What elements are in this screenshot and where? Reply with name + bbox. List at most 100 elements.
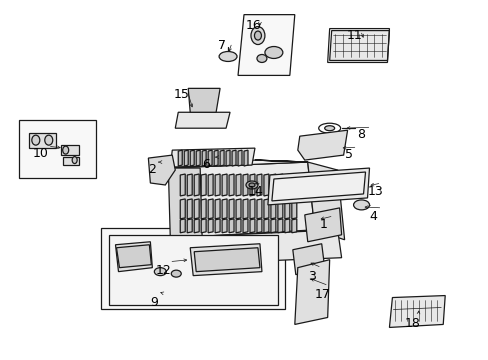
Polygon shape xyxy=(291,219,296,233)
Ellipse shape xyxy=(245,181,258,189)
Text: 2: 2 xyxy=(148,163,156,176)
Polygon shape xyxy=(62,157,79,165)
Polygon shape xyxy=(168,230,341,265)
Polygon shape xyxy=(187,219,192,233)
Polygon shape xyxy=(264,174,268,196)
Polygon shape xyxy=(208,199,213,219)
Ellipse shape xyxy=(264,46,282,58)
Polygon shape xyxy=(388,296,444,328)
Polygon shape xyxy=(222,199,226,219)
Polygon shape xyxy=(222,174,226,196)
Polygon shape xyxy=(180,219,185,233)
Text: 1: 1 xyxy=(319,218,327,231)
Polygon shape xyxy=(187,199,192,219)
Polygon shape xyxy=(188,88,220,112)
Polygon shape xyxy=(208,219,213,233)
Polygon shape xyxy=(294,260,329,324)
Text: 9: 9 xyxy=(150,296,158,309)
Text: 6: 6 xyxy=(202,158,210,171)
Polygon shape xyxy=(208,174,213,196)
Polygon shape xyxy=(264,199,268,219)
Ellipse shape xyxy=(353,200,369,210)
Polygon shape xyxy=(190,150,194,166)
Polygon shape xyxy=(270,199,275,219)
Polygon shape xyxy=(285,219,289,233)
Polygon shape xyxy=(249,219,254,233)
Polygon shape xyxy=(243,174,247,196)
Polygon shape xyxy=(270,174,275,196)
Polygon shape xyxy=(228,174,234,196)
Polygon shape xyxy=(215,199,220,219)
Polygon shape xyxy=(271,172,365,201)
Polygon shape xyxy=(225,150,229,166)
Polygon shape xyxy=(256,199,262,219)
Polygon shape xyxy=(220,150,224,166)
Polygon shape xyxy=(277,199,282,219)
Polygon shape xyxy=(201,174,206,196)
Polygon shape xyxy=(29,133,56,148)
Ellipse shape xyxy=(154,268,166,276)
Polygon shape xyxy=(168,162,314,238)
Polygon shape xyxy=(168,160,307,168)
Text: 7: 7 xyxy=(218,39,225,51)
Ellipse shape xyxy=(32,135,40,145)
Ellipse shape xyxy=(248,183,254,187)
Polygon shape xyxy=(187,174,192,196)
Text: 14: 14 xyxy=(247,185,263,198)
Polygon shape xyxy=(249,174,254,196)
Polygon shape xyxy=(243,219,247,233)
Polygon shape xyxy=(214,150,218,166)
Polygon shape xyxy=(277,219,282,233)
Text: 17: 17 xyxy=(314,288,330,301)
Polygon shape xyxy=(292,244,324,275)
Text: 15: 15 xyxy=(173,88,189,102)
Polygon shape xyxy=(19,120,95,178)
Polygon shape xyxy=(170,148,254,167)
Polygon shape xyxy=(201,219,206,233)
Polygon shape xyxy=(256,174,262,196)
Polygon shape xyxy=(270,219,275,233)
Ellipse shape xyxy=(72,157,77,163)
Polygon shape xyxy=(285,199,289,219)
Ellipse shape xyxy=(171,270,181,277)
Polygon shape xyxy=(184,150,188,166)
Ellipse shape xyxy=(250,27,264,45)
Polygon shape xyxy=(215,219,220,233)
Text: 16: 16 xyxy=(245,19,261,32)
Polygon shape xyxy=(61,145,79,155)
Text: 12: 12 xyxy=(155,264,171,277)
Polygon shape xyxy=(228,199,234,219)
Polygon shape xyxy=(285,174,289,196)
Text: 11: 11 xyxy=(346,28,362,42)
Polygon shape xyxy=(232,150,236,166)
Polygon shape xyxy=(101,228,285,310)
Polygon shape xyxy=(194,248,260,272)
Text: 13: 13 xyxy=(367,185,383,198)
Polygon shape xyxy=(196,150,200,166)
Polygon shape xyxy=(264,219,268,233)
Ellipse shape xyxy=(62,146,68,154)
Ellipse shape xyxy=(45,135,53,145)
Polygon shape xyxy=(238,150,242,166)
Ellipse shape xyxy=(256,54,266,62)
Polygon shape xyxy=(267,168,369,205)
Polygon shape xyxy=(297,130,347,160)
Polygon shape xyxy=(116,245,151,268)
Polygon shape xyxy=(202,150,206,166)
Ellipse shape xyxy=(254,31,261,40)
Polygon shape xyxy=(307,162,344,240)
Polygon shape xyxy=(190,244,262,276)
Polygon shape xyxy=(208,150,212,166)
Polygon shape xyxy=(329,31,388,60)
Ellipse shape xyxy=(324,126,334,131)
Polygon shape xyxy=(175,112,229,128)
Polygon shape xyxy=(291,174,296,196)
Text: 4: 4 xyxy=(369,210,377,223)
Polygon shape xyxy=(180,199,185,219)
Polygon shape xyxy=(236,174,241,196)
Polygon shape xyxy=(108,235,277,305)
Polygon shape xyxy=(304,208,341,242)
Text: 3: 3 xyxy=(307,270,315,283)
Polygon shape xyxy=(168,168,202,238)
Polygon shape xyxy=(238,15,294,75)
